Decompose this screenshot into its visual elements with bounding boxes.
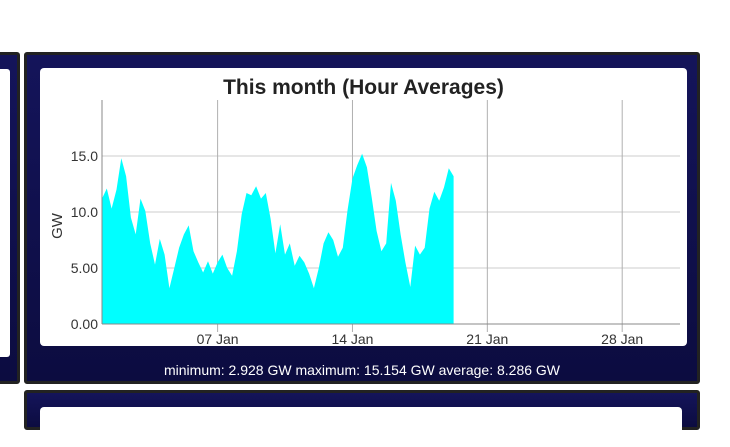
chart-svg: 0.00 5.00 10.0 15.0 07 Jan 14 Jan 21 Jan 28 Jan… — [40, 68, 687, 346]
stats-footer: minimum: 2.928 GW maximum: 15.154 GW ave… — [27, 362, 697, 378]
area-series-fill — [102, 154, 454, 324]
y-tick-label: 10.0 — [71, 204, 98, 220]
y-axis-label: GW — [49, 212, 66, 239]
x-tick-label: 07 Jan — [197, 331, 239, 346]
x-tick-label: 14 Jan — [331, 331, 373, 346]
y-tick-label: 15.0 — [71, 148, 98, 164]
y-tick-label: 5.00 — [71, 260, 98, 276]
next-panel — [24, 390, 700, 430]
y-tick-label: 0.00 — [71, 316, 98, 332]
x-tick-label: 21 Jan — [466, 331, 508, 346]
left-panel — [0, 52, 20, 384]
next-panel-card — [40, 407, 682, 447]
x-tick-label: 28 Jan — [601, 331, 643, 346]
left-panel-card — [0, 69, 10, 357]
area-series — [102, 154, 454, 324]
